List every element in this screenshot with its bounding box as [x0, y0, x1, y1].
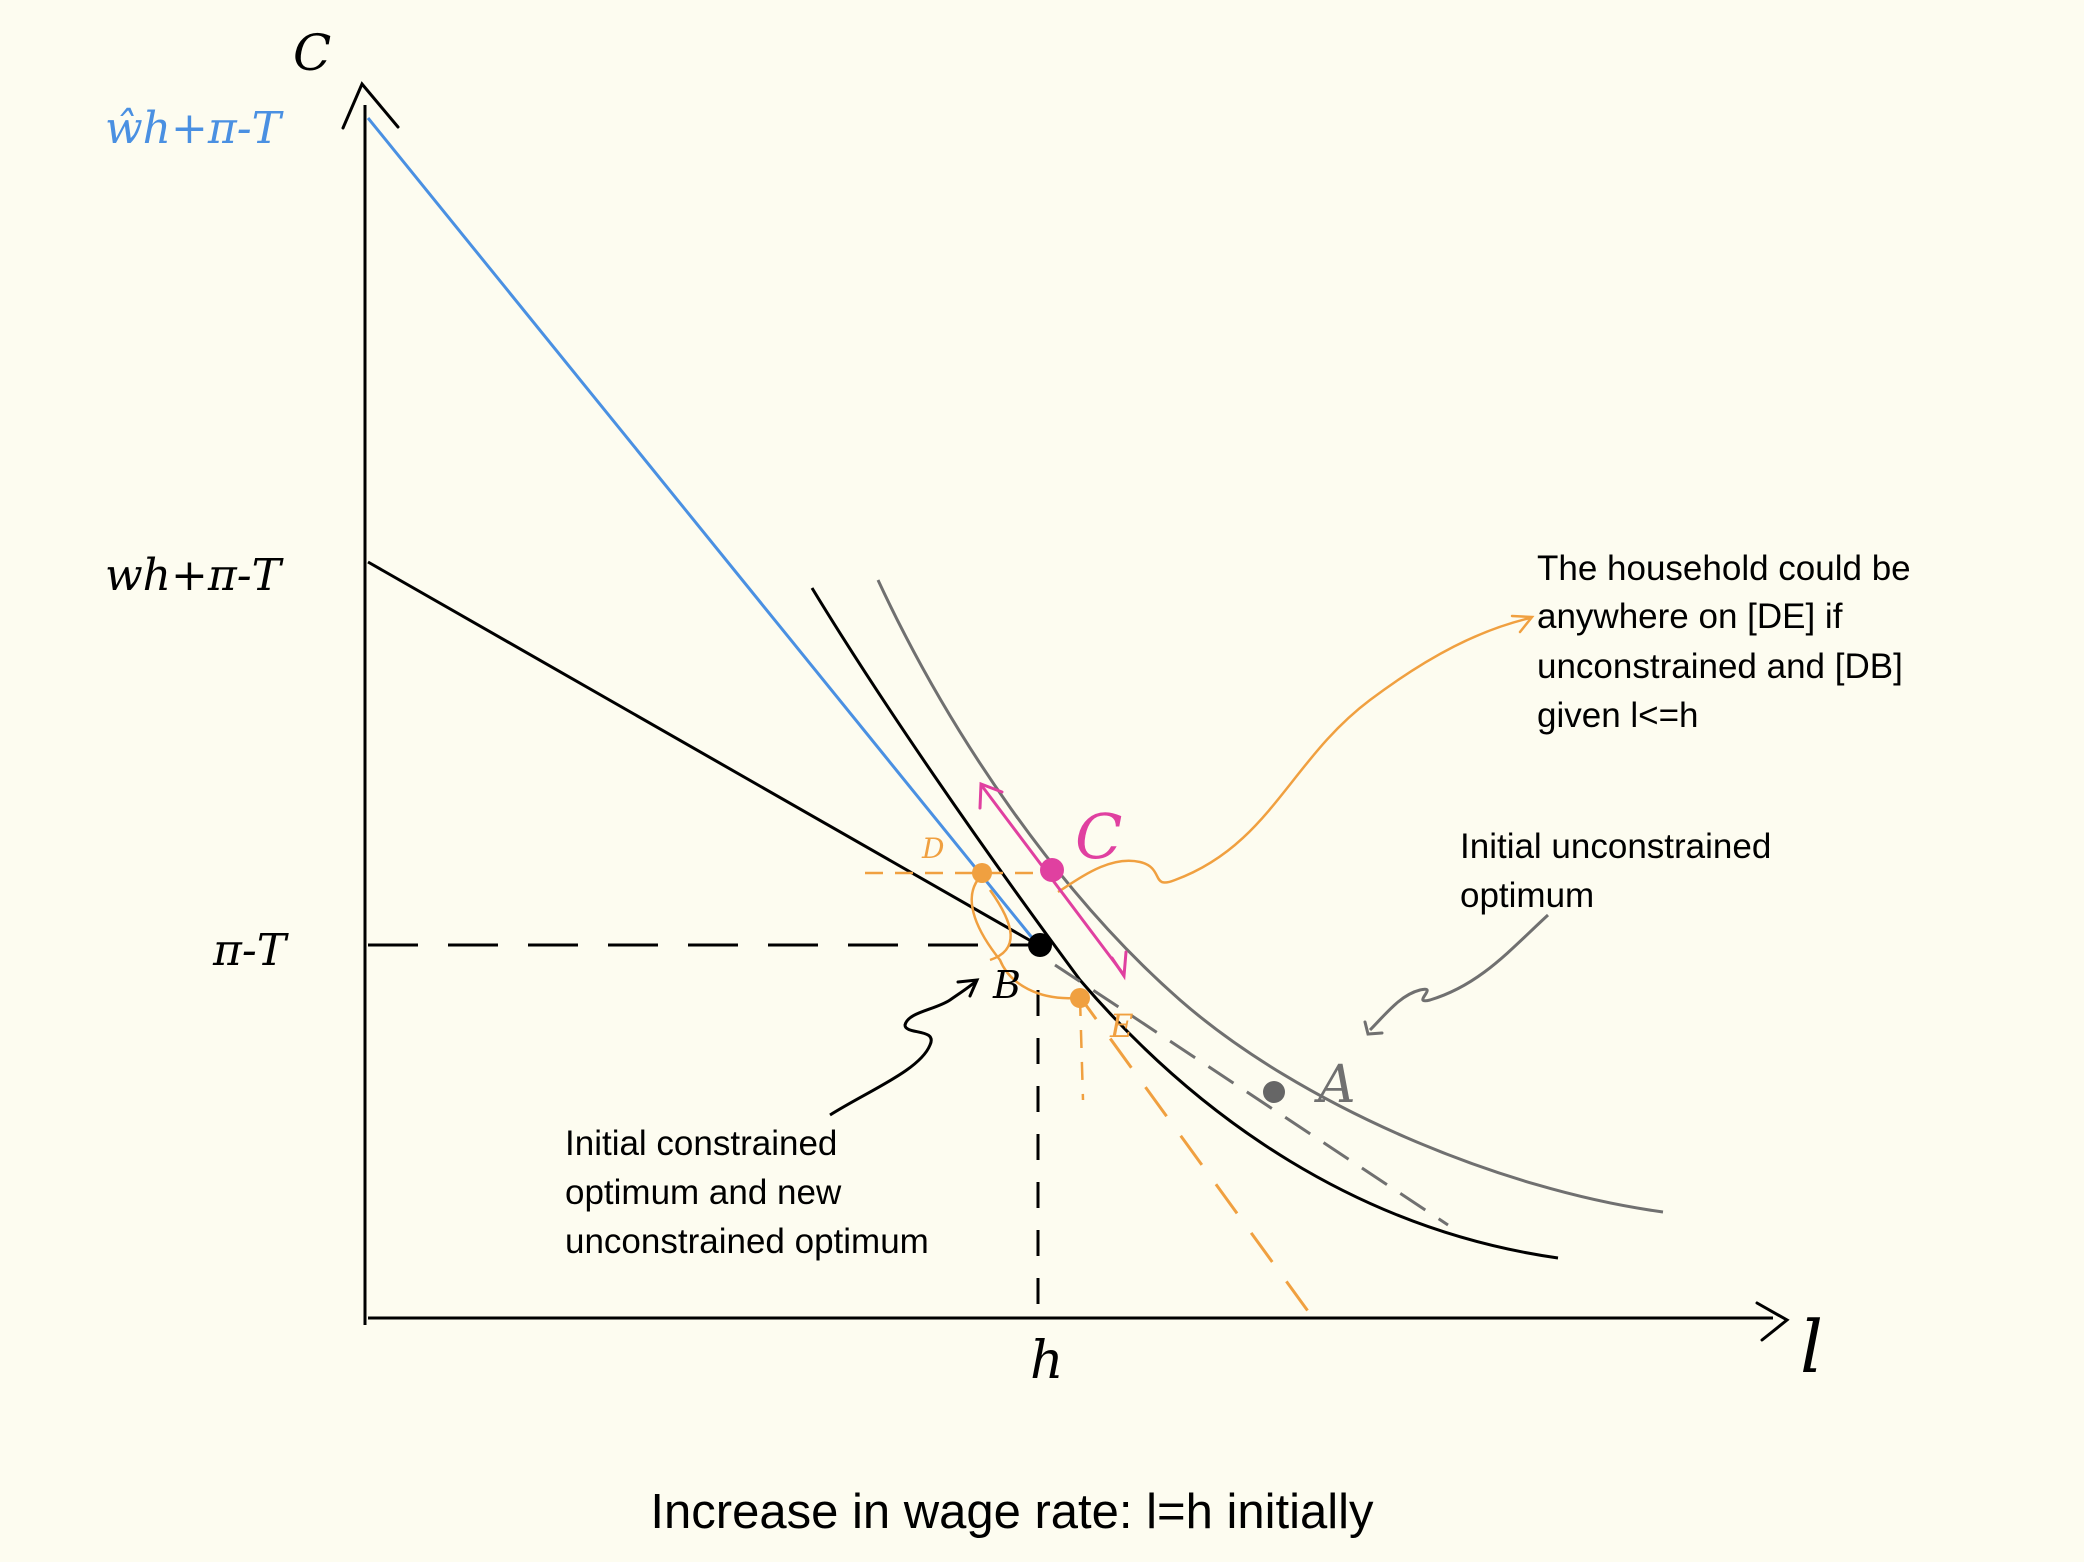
constrained-note-line-1: Initial constrained [565, 1124, 837, 1163]
y-axis-arrow-head [341, 81, 400, 130]
x-axis-arrow-head [1755, 1301, 1790, 1342]
point-c-label: C [1075, 800, 1122, 873]
de-note-line-2: anywhere on [DE] if [1537, 597, 1843, 636]
unconstrained-note-line-2: optimum [1460, 876, 1594, 915]
de-note-pointer [1057, 616, 1531, 894]
new-budget-line [366, 117, 1040, 946]
x-tick-label-h: h [1030, 1331, 1064, 1391]
constrained-note-line-2: optimum and new [565, 1173, 842, 1212]
unconstrained-note-line-1: Initial unconstrained [1460, 827, 1771, 866]
constrained-note-line-3: unconstrained optimum [565, 1222, 929, 1261]
old-budget-line [367, 560, 1039, 947]
y-tick-label-old-intercept: wh+π-T [105, 550, 285, 601]
unconstrained-note-text: Initial unconstrained optimum [1460, 827, 1781, 915]
caption: Increase in wage rate: l=h initially [650, 1485, 1374, 1539]
tangent-dashed-line-at-a [1054, 963, 1449, 1227]
point-b-label: B [992, 963, 1021, 1007]
y-tick-label-nonlabour-income: π-T [212, 925, 290, 976]
point-b-dot [1028, 933, 1052, 957]
e-dashed-diagonal [1073, 989, 1320, 1326]
point-d-label: D [921, 832, 944, 865]
unconstrained-note-pointer-arrow-head [1363, 1020, 1384, 1036]
x-axis-label: l [1800, 1305, 1823, 1389]
constrained-note-pointer [829, 980, 976, 1117]
new-indifference-curve [810, 587, 1559, 1260]
point-a-label: A [1314, 1055, 1356, 1115]
constrained-note-pointer-arrow-head [956, 978, 980, 998]
de-note-line-3: unconstrained and [DB] [1537, 647, 1903, 686]
d-to-e-curve [970, 876, 1076, 1000]
b-bracket-curve [988, 889, 1012, 962]
e-dashed-vertical [1078, 997, 1085, 1101]
initial-indifference-curve [876, 579, 1664, 1214]
point-d-dot [972, 863, 992, 883]
de-note-line-1: The household could be [1537, 549, 1911, 588]
de-note-line-4: given l<=h [1537, 696, 1699, 735]
de-note-text: The household could be anywhere on [DE] … [1537, 549, 1920, 735]
de-note-pointer-arrow-head [1510, 614, 1535, 634]
point-e-dot [1070, 988, 1090, 1008]
y-axis-label: C [293, 24, 331, 82]
c-tangent-arrow-head-down [1110, 950, 1128, 981]
y-tick-label-new-intercept: ŵh+π-T [105, 103, 285, 154]
point-c-dot [1040, 858, 1064, 882]
point-e-label: E [1109, 1007, 1133, 1045]
unconstrained-note-pointer [1368, 913, 1550, 1032]
constrained-note-text: Initial constrained optimum and new unco… [565, 1124, 929, 1261]
axes [341, 81, 1790, 1342]
orange-construction [865, 614, 1535, 1326]
c-tangent-arrow-head-up [978, 781, 1004, 810]
point-a-dot [1263, 1081, 1285, 1103]
point-c-tangent-arrow [978, 781, 1128, 981]
